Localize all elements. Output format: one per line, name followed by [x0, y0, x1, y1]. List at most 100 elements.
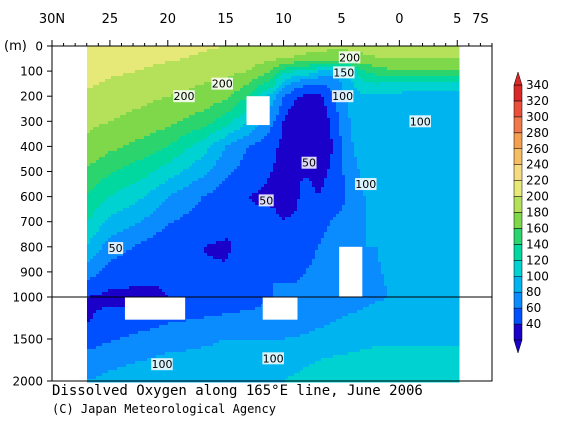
oxygen-cell — [435, 163, 439, 167]
oxygen-cell — [447, 124, 451, 128]
oxygen-cell — [450, 154, 454, 158]
oxygen-cell — [414, 46, 418, 50]
oxygen-cell — [102, 73, 106, 77]
oxygen-cell — [342, 139, 346, 143]
oxygen-cell — [441, 133, 445, 137]
oxygen-cell — [222, 151, 226, 155]
oxygen-cell — [294, 106, 298, 110]
oxygen-cell — [147, 136, 151, 140]
oxygen-cell — [237, 70, 241, 74]
oxygen-cell — [204, 85, 208, 89]
oxygen-cell — [273, 106, 277, 110]
oxygen-cell — [450, 145, 454, 149]
oxygen-cell — [126, 91, 130, 95]
oxygen-cell — [351, 85, 355, 89]
oxygen-cell — [261, 55, 265, 59]
oxygen-cell — [219, 136, 223, 140]
oxygen-cell — [195, 79, 199, 83]
oxygen-cell — [390, 151, 394, 155]
oxygen-cell — [120, 85, 124, 89]
oxygen-cell — [189, 160, 193, 164]
oxygen-cell — [387, 163, 391, 167]
oxygen-cell — [153, 136, 157, 140]
oxygen-cell — [180, 82, 184, 86]
oxygen-cell — [426, 100, 430, 104]
oxygen-cell — [99, 151, 103, 155]
oxygen-cell — [243, 124, 247, 128]
oxygen-cell — [228, 58, 232, 62]
oxygen-cell — [222, 100, 226, 104]
oxygen-cell — [138, 130, 142, 134]
oxygen-cell — [87, 142, 91, 146]
oxygen-cell — [435, 130, 439, 134]
oxygen-cell — [342, 46, 346, 50]
oxygen-cell — [303, 61, 307, 65]
oxygen-cell — [120, 61, 124, 65]
oxygen-cell — [93, 148, 97, 152]
oxygen-cell — [438, 139, 442, 143]
oxygen-cell — [102, 160, 106, 164]
oxygen-cell — [276, 88, 280, 92]
oxygen-cell — [450, 118, 454, 122]
oxygen-cell — [378, 73, 382, 77]
oxygen-cell — [426, 106, 430, 110]
oxygen-cell — [309, 115, 313, 119]
oxygen-cell — [156, 139, 160, 143]
oxygen-cell — [243, 121, 247, 125]
oxygen-cell — [270, 130, 274, 134]
oxygen-cell — [165, 76, 169, 80]
oxygen-cell — [393, 67, 397, 71]
oxygen-cell — [129, 121, 133, 125]
oxygen-cell — [456, 61, 460, 65]
oxygen-cell — [270, 157, 274, 161]
oxygen-cell — [237, 130, 241, 134]
oxygen-cell — [159, 145, 163, 149]
oxygen-cell — [378, 148, 382, 152]
oxygen-cell — [153, 58, 157, 62]
oxygen-cell — [90, 151, 94, 155]
oxygen-cell — [99, 85, 103, 89]
oxygen-cell — [387, 70, 391, 74]
oxygen-cell — [273, 91, 277, 95]
oxygen-cell — [453, 115, 457, 119]
oxygen-cell — [417, 76, 421, 80]
oxygen-cell — [318, 91, 322, 95]
oxygen-cell — [135, 82, 139, 86]
oxygen-cell — [165, 55, 169, 59]
oxygen-cell — [405, 109, 409, 113]
oxygen-cell — [204, 100, 208, 104]
oxygen-cell — [87, 82, 91, 86]
oxygen-cell — [420, 100, 424, 104]
oxygen-cell — [312, 139, 316, 143]
oxygen-cell — [288, 49, 292, 53]
oxygen-cell — [162, 94, 166, 98]
oxygen-cell — [372, 145, 376, 149]
oxygen-cell — [240, 49, 244, 53]
oxygen-cell — [102, 145, 106, 149]
oxygen-cell — [276, 67, 280, 71]
oxygen-cell — [375, 67, 379, 71]
oxygen-cell — [360, 46, 364, 50]
oxygen-cell — [252, 163, 256, 167]
oxygen-cell — [198, 88, 202, 92]
oxygen-cell — [369, 103, 373, 107]
oxygen-cell — [168, 130, 172, 134]
oxygen-cell — [207, 82, 211, 86]
oxygen-cell — [282, 55, 286, 59]
oxygen-cell — [309, 82, 313, 86]
oxygen-cell — [363, 49, 367, 53]
oxygen-cell — [372, 94, 376, 98]
oxygen-cell — [150, 52, 154, 56]
oxygen-cell — [195, 70, 199, 74]
oxygen-cell — [156, 61, 160, 65]
oxygen-cell — [432, 64, 436, 68]
oxygen-cell — [246, 154, 250, 158]
oxygen-cell — [144, 64, 148, 68]
oxygen-cell — [117, 124, 121, 128]
oxygen-cell — [243, 52, 247, 56]
oxygen-cell — [198, 106, 202, 110]
oxygen-cell — [219, 121, 223, 125]
oxygen-cell — [318, 58, 322, 62]
oxygen-cell — [162, 70, 166, 74]
oxygen-cell — [177, 58, 181, 62]
